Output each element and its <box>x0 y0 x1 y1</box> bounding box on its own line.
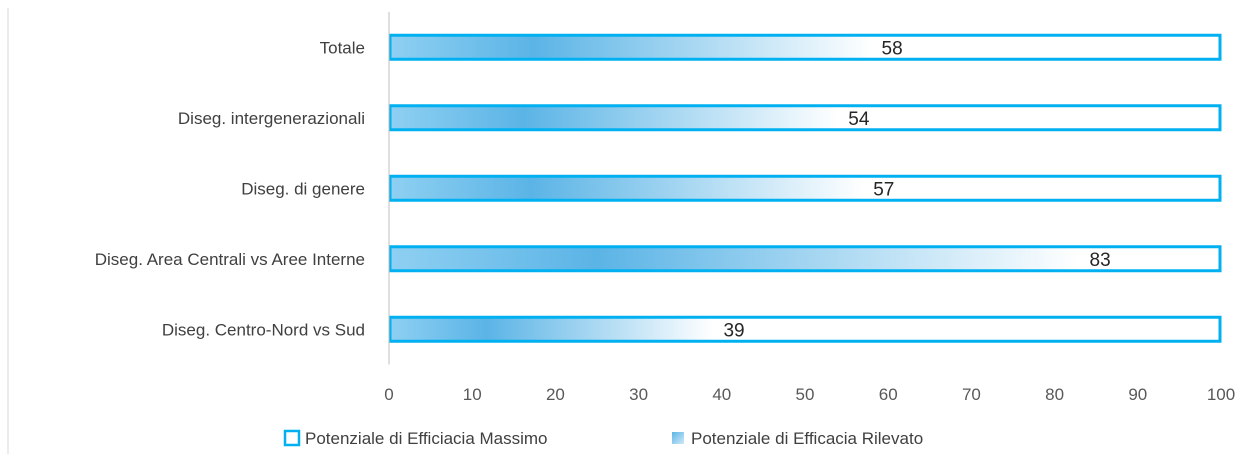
legend-swatch-max <box>283 429 301 447</box>
category-label: Diseg. di genere <box>241 179 365 198</box>
x-tick-label: 40 <box>712 385 731 404</box>
legend-label-max: Potenziale di Efficiacia Massimo <box>305 429 548 448</box>
bar-max-0 <box>388 33 1222 61</box>
x-tick-label: 90 <box>1128 385 1147 404</box>
x-tick-label: 60 <box>879 385 898 404</box>
legend-swatch-observed <box>672 432 684 444</box>
data-label: 58 <box>882 38 903 59</box>
x-tick-label: 70 <box>962 385 981 404</box>
bars-layer: 58 54 57 83 39 <box>388 33 1222 343</box>
bar-observed-1 <box>389 105 839 130</box>
x-tick-label: 100 <box>1207 385 1235 404</box>
x-tick-label: 0 <box>384 385 393 404</box>
bar-max-1 <box>388 104 1222 132</box>
data-label: 83 <box>1090 250 1111 271</box>
data-label: 57 <box>873 179 894 200</box>
category-label: Diseg. intergenerazionali <box>178 109 365 128</box>
x-tick-label: 50 <box>796 385 815 404</box>
bar-max-4 <box>388 315 1222 343</box>
bar-max-2 <box>388 174 1222 202</box>
legend: Potenziale di Efficiacia Massimo Potenzia… <box>283 429 923 448</box>
x-tick-label: 80 <box>1045 385 1064 404</box>
data-label: 54 <box>848 109 870 130</box>
category-labels: Totale Diseg. intergenerazionali Diseg. di… <box>95 38 365 339</box>
bar-observed-4 <box>389 317 714 342</box>
bar-observed-2 <box>389 176 864 201</box>
category-label: Diseg. Area Centrali vs Aree Interne <box>95 250 365 269</box>
data-label: 39 <box>723 320 744 341</box>
bar-max-3 <box>388 245 1222 273</box>
bar-observed-3 <box>389 246 1080 271</box>
category-label: Totale <box>320 38 365 57</box>
x-axis-ticks: 0 10 20 30 40 50 60 70 80 90 100 <box>384 385 1235 404</box>
x-tick-label: 20 <box>546 385 565 404</box>
x-tick-label: 10 <box>463 385 482 404</box>
bar-observed-0 <box>389 35 872 60</box>
x-tick-label: 30 <box>629 385 648 404</box>
legend-label-observed: Potenziale di Efficacia Rilevato <box>691 429 923 448</box>
category-label: Diseg. Centro-Nord vs Sud <box>162 320 365 339</box>
